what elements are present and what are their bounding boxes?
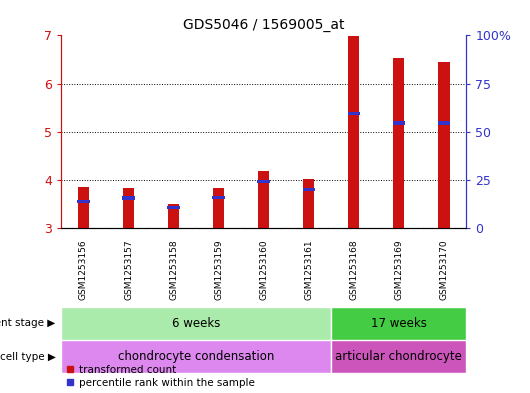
Bar	[61, 340, 331, 373]
Text: 17 weeks: 17 weeks	[371, 317, 427, 330]
Bar	[331, 340, 466, 373]
Bar	[168, 204, 179, 228]
Bar	[438, 62, 449, 228]
Bar	[348, 112, 360, 115]
Text: cell type ▶: cell type ▶	[0, 352, 56, 362]
Bar	[61, 307, 331, 340]
Bar	[258, 171, 269, 228]
Text: GSM1253158: GSM1253158	[169, 239, 178, 300]
Text: articular chondrocyte: articular chondrocyte	[335, 350, 462, 363]
Bar	[303, 188, 315, 191]
Legend: transformed count, percentile rank within the sample: transformed count, percentile rank withi…	[66, 365, 254, 388]
Bar	[303, 179, 314, 228]
Bar	[331, 307, 466, 340]
Bar	[167, 206, 180, 209]
Bar	[393, 121, 405, 125]
Text: GSM1253161: GSM1253161	[304, 239, 313, 300]
Bar	[122, 196, 135, 200]
Bar	[393, 59, 404, 228]
Bar	[438, 121, 450, 125]
Bar	[213, 189, 224, 228]
Text: development stage ▶: development stage ▶	[0, 318, 56, 328]
Bar	[123, 189, 134, 228]
Bar	[348, 36, 359, 228]
Bar	[258, 180, 270, 183]
Text: GSM1253169: GSM1253169	[394, 239, 403, 300]
Text: GSM1253170: GSM1253170	[439, 239, 448, 300]
Bar	[77, 200, 90, 203]
Text: GSM1253168: GSM1253168	[349, 239, 358, 300]
Text: GSM1253156: GSM1253156	[79, 239, 88, 300]
Bar	[213, 196, 225, 199]
Text: GSM1253160: GSM1253160	[259, 239, 268, 300]
Bar	[78, 187, 89, 228]
Title: GDS5046 / 1569005_at: GDS5046 / 1569005_at	[183, 18, 344, 31]
Text: chondrocyte condensation: chondrocyte condensation	[118, 350, 275, 363]
Text: GSM1253157: GSM1253157	[124, 239, 133, 300]
Text: 6 weeks: 6 weeks	[172, 317, 220, 330]
Text: GSM1253159: GSM1253159	[214, 239, 223, 300]
